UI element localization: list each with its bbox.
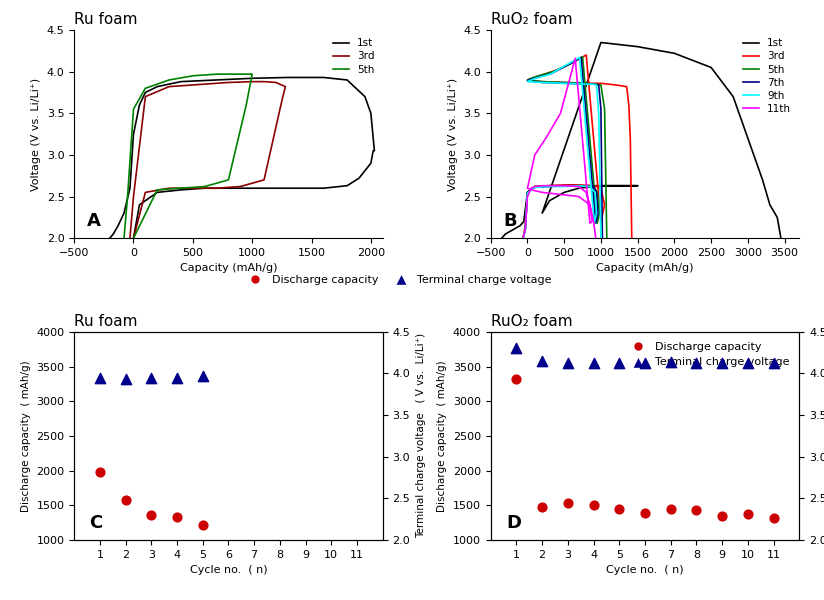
Point: [93, 467, 106, 477]
Text: RuO₂ foam: RuO₂ foam: [491, 13, 573, 28]
Point: [715, 512, 728, 521]
Point: [613, 504, 626, 514]
Point: [613, 359, 626, 368]
Point: [639, 358, 652, 367]
Point: [171, 512, 184, 522]
Point: [93, 373, 106, 382]
Legend: 1st, 3rd, 5th: 1st, 3rd, 5th: [330, 35, 377, 78]
Point: [767, 514, 780, 523]
Text: C: C: [90, 514, 103, 532]
Point: [145, 510, 158, 520]
Point: [587, 500, 600, 509]
Point: [171, 374, 184, 383]
Y-axis label: Terminal charge voltage   ( V vs.  Li/Li⁺): Terminal charge voltage ( V vs. Li/Li⁺): [416, 334, 426, 538]
Point: [510, 344, 523, 353]
Point: [145, 374, 158, 383]
Point: [196, 521, 209, 530]
Y-axis label: Voltage (V vs. Li/Li⁺): Voltage (V vs. Li/Li⁺): [447, 77, 457, 191]
Text: Ru foam: Ru foam: [74, 13, 138, 28]
Point: [690, 505, 703, 515]
Point: [742, 359, 755, 368]
Point: [690, 358, 703, 367]
Y-axis label: Discharge capacity  ( mAh/g): Discharge capacity ( mAh/g): [21, 360, 30, 512]
X-axis label: Capacity (mAh/g): Capacity (mAh/g): [597, 263, 694, 274]
Legend: Discharge capacity, Terminal charge voltage: Discharge capacity, Terminal charge volt…: [240, 271, 556, 290]
Legend: 1st, 3rd, 5th, 7th, 9th, 11th: 1st, 3rd, 5th, 7th, 9th, 11th: [740, 35, 794, 117]
Point: [561, 358, 574, 367]
Point: [196, 371, 209, 381]
Legend: Discharge capacity, Terminal charge voltage: Discharge capacity, Terminal charge volt…: [623, 337, 794, 372]
Y-axis label: Discharge capacity  ( mAh/g): Discharge capacity ( mAh/g): [438, 360, 447, 512]
Text: RuO₂ foam: RuO₂ foam: [491, 314, 573, 329]
Point: [510, 374, 523, 384]
Text: A: A: [87, 212, 101, 230]
Text: Ru foam: Ru foam: [74, 314, 138, 329]
Point: [639, 508, 652, 518]
Point: [561, 499, 574, 508]
Point: [742, 509, 755, 519]
Point: [119, 495, 132, 505]
Point: [664, 505, 677, 514]
Point: [664, 357, 677, 367]
Point: [119, 374, 132, 384]
Point: [587, 358, 600, 367]
Y-axis label: Voltage (V vs. Li/Li⁺): Voltage (V vs. Li/Li⁺): [31, 77, 41, 191]
Text: D: D: [506, 514, 521, 532]
Point: [767, 358, 780, 367]
Point: [536, 502, 549, 511]
X-axis label: Cycle no.  ( n): Cycle no. ( n): [606, 565, 684, 575]
Text: B: B: [503, 212, 517, 230]
Point: [536, 356, 549, 366]
Point: [715, 358, 728, 367]
X-axis label: Capacity (mAh/g): Capacity (mAh/g): [180, 263, 277, 274]
X-axis label: Cycle no.  ( n): Cycle no. ( n): [190, 565, 267, 575]
